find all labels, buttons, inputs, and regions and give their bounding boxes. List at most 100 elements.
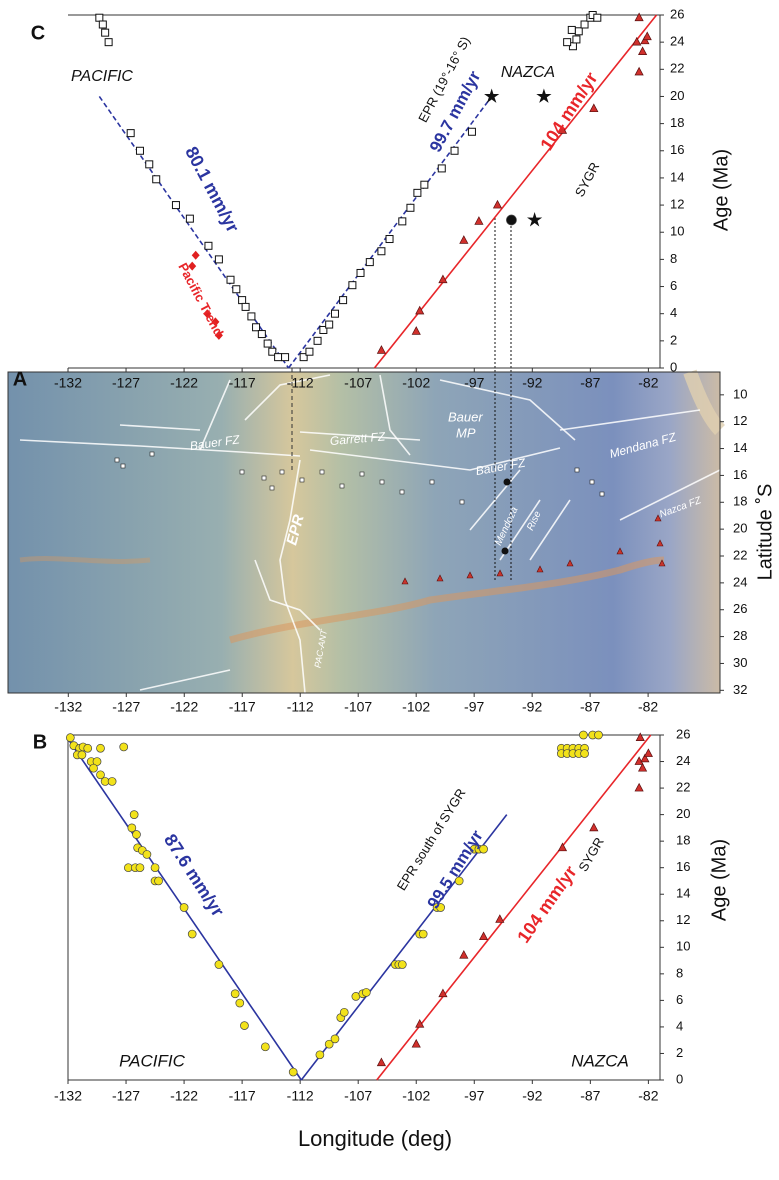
x-tick-label: -87: [580, 375, 600, 391]
y-tick-label: 14: [733, 440, 747, 455]
data-point: [460, 236, 468, 244]
x-tick-label: -102: [402, 699, 430, 715]
y-tick-label: 2: [676, 1045, 683, 1060]
data-point: [568, 26, 575, 33]
y-tick-label: 14: [670, 169, 684, 184]
x-tick-label: -97: [464, 699, 484, 715]
y-tick-label: 10: [670, 224, 684, 239]
y-tick-label: 22: [670, 61, 684, 76]
data-point: [419, 930, 427, 938]
data-point: [215, 256, 222, 263]
data-point: [398, 961, 406, 969]
data-point: [635, 68, 643, 76]
data-point: [105, 39, 112, 46]
y-tick-label: 24: [733, 574, 747, 589]
data-point: [590, 823, 598, 831]
panel-label: C: [31, 22, 45, 44]
data-point: [460, 951, 468, 959]
data-point: [151, 864, 159, 872]
x-tick-label: -102: [402, 1088, 430, 1104]
annotation: NAZCA: [501, 64, 555, 81]
x-tick-label: -112: [287, 1088, 314, 1104]
data-point: [132, 831, 140, 839]
data-point: [581, 21, 588, 28]
annotation: NAZCA: [571, 1051, 629, 1070]
data-point: [414, 189, 421, 196]
data-point: [564, 39, 571, 46]
y-tick-label: 10: [676, 939, 690, 954]
x-tick-label: -97: [464, 1088, 484, 1104]
panel-label: A: [13, 368, 27, 390]
y-tick-label: 16: [670, 142, 684, 157]
map-background: [8, 372, 720, 693]
data-point: [136, 864, 144, 872]
data-point: [378, 248, 385, 255]
data-point: [438, 165, 445, 172]
y-tick-label: 30: [733, 655, 747, 670]
trend-line: [377, 735, 651, 1080]
y-tick-label: 8: [670, 251, 677, 266]
data-point: [172, 202, 179, 209]
annotation: SYGR: [572, 160, 603, 200]
y-tick-label: 12: [670, 197, 684, 212]
y-tick-label: 10: [733, 386, 747, 401]
data-point: [99, 21, 106, 28]
data-point: [143, 850, 151, 858]
data-point: [331, 310, 338, 317]
data-point: [236, 999, 244, 1007]
x-tick-label: -107: [344, 1088, 372, 1104]
data-point: [215, 961, 223, 969]
data-point: [205, 242, 212, 249]
x-tick-label: -117: [229, 375, 256, 391]
data-point: [240, 1022, 248, 1030]
data-point: [579, 731, 587, 739]
data-point: [233, 286, 240, 293]
x-tick-label: -122: [170, 375, 198, 391]
data-point: [136, 147, 143, 154]
y-tick-label: 24: [670, 34, 684, 49]
data-point: [475, 217, 483, 225]
data-point: [258, 331, 265, 338]
data-point: [248, 313, 255, 320]
x-tick-label: -107: [344, 375, 372, 391]
y-tick-label: 22: [676, 780, 690, 795]
data-point: [84, 744, 92, 752]
data-point: [480, 932, 488, 940]
y-tick-label: 4: [676, 1018, 683, 1033]
y-axis-label: Age (Ma): [708, 839, 730, 921]
data-point: [635, 13, 643, 21]
y-tick-label: 6: [670, 278, 677, 293]
y-tick-label: 32: [733, 682, 747, 697]
x-axis-label: Longitude (deg): [298, 1126, 452, 1151]
data-point: [635, 784, 643, 792]
data-point: [468, 128, 475, 135]
data-point: [188, 930, 196, 938]
data-point: [412, 327, 420, 335]
y-tick-label: 28: [733, 628, 747, 643]
y-tick-label: 26: [670, 6, 684, 21]
data-point: [349, 282, 356, 289]
y-tick-label: 12: [733, 413, 747, 428]
data-point: [407, 204, 414, 211]
data-point: [78, 751, 86, 759]
data-point: [155, 877, 163, 885]
data-point: [180, 904, 188, 912]
data-point: [242, 303, 249, 310]
y-axis-label: Latitude ˚S: [754, 484, 776, 581]
data-point: [97, 744, 105, 752]
x-tick-label: -117: [229, 1088, 256, 1104]
data-point: [314, 337, 321, 344]
data-point: [643, 32, 651, 40]
x-tick-label: -87: [580, 1088, 600, 1104]
x-tick-label: -107: [344, 699, 372, 715]
y-tick-label: 20: [676, 806, 690, 821]
x-tick-label: -92: [522, 1088, 542, 1104]
data-point: [231, 990, 239, 998]
y-tick-label: 12: [676, 912, 690, 927]
data-point: [239, 297, 246, 304]
data-point: [639, 47, 647, 55]
annotation: SYGR: [575, 835, 606, 874]
data-point: [146, 161, 153, 168]
annotation: 104 mm/yr: [513, 862, 580, 946]
data-point: [253, 324, 260, 331]
